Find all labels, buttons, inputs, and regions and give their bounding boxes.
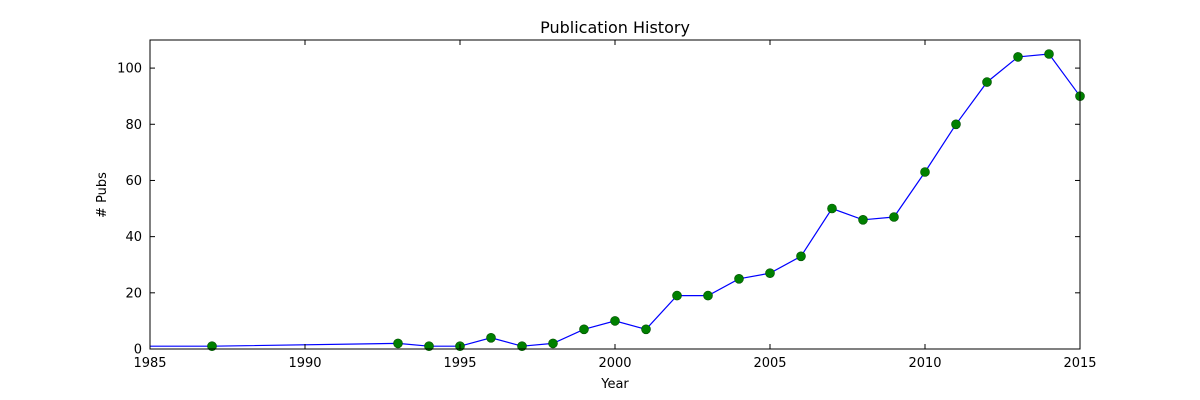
data-point bbox=[424, 341, 434, 352]
plot-frame bbox=[149, 39, 1081, 350]
data-point bbox=[610, 316, 620, 326]
data-point bbox=[765, 268, 775, 279]
y-tick-label: 100 bbox=[117, 62, 142, 77]
data-point bbox=[734, 273, 744, 284]
y-tick-label: 20 bbox=[125, 286, 142, 301]
data-point bbox=[486, 332, 496, 343]
y-tick-label: 0 bbox=[134, 343, 142, 358]
data-point bbox=[827, 203, 837, 214]
data-point bbox=[982, 77, 992, 87]
data-point bbox=[393, 338, 403, 349]
series-line bbox=[150, 53, 1081, 347]
data-point bbox=[517, 341, 527, 352]
data-point bbox=[1044, 49, 1054, 59]
x-tick-label: 1995 bbox=[443, 356, 476, 371]
series-layer bbox=[150, 49, 1085, 352]
x-tick-label: 2000 bbox=[598, 356, 631, 371]
y-tick-label: 60 bbox=[125, 174, 142, 189]
x-tick-label: 1985 bbox=[133, 356, 166, 371]
data-point bbox=[889, 212, 899, 222]
data-point bbox=[672, 290, 682, 301]
data-point bbox=[641, 324, 651, 335]
data-point bbox=[858, 215, 868, 225]
x-tick-label: 2015 bbox=[1063, 356, 1096, 371]
x-tick-label: 1990 bbox=[288, 356, 321, 371]
data-point bbox=[579, 324, 589, 335]
y-axis-title: # Pubs bbox=[95, 172, 110, 218]
data-point bbox=[796, 251, 806, 262]
data-point bbox=[1013, 52, 1023, 62]
data-point bbox=[207, 341, 217, 352]
chart-title: Publication History bbox=[540, 18, 690, 37]
data-point bbox=[951, 119, 961, 130]
y-tick-label: 40 bbox=[125, 230, 142, 245]
x-axis-title: Year bbox=[600, 377, 629, 392]
y-tick-label: 80 bbox=[125, 118, 142, 133]
data-point bbox=[920, 167, 930, 177]
x-tick-label: 2010 bbox=[908, 356, 941, 371]
x-tick-label: 2005 bbox=[753, 356, 786, 371]
data-point bbox=[548, 338, 558, 349]
ticks-layer: 1985 1990 1995 2000 2005 2010 2015 0 20 40 60 80 100 bbox=[117, 40, 1097, 371]
data-point bbox=[703, 290, 713, 301]
